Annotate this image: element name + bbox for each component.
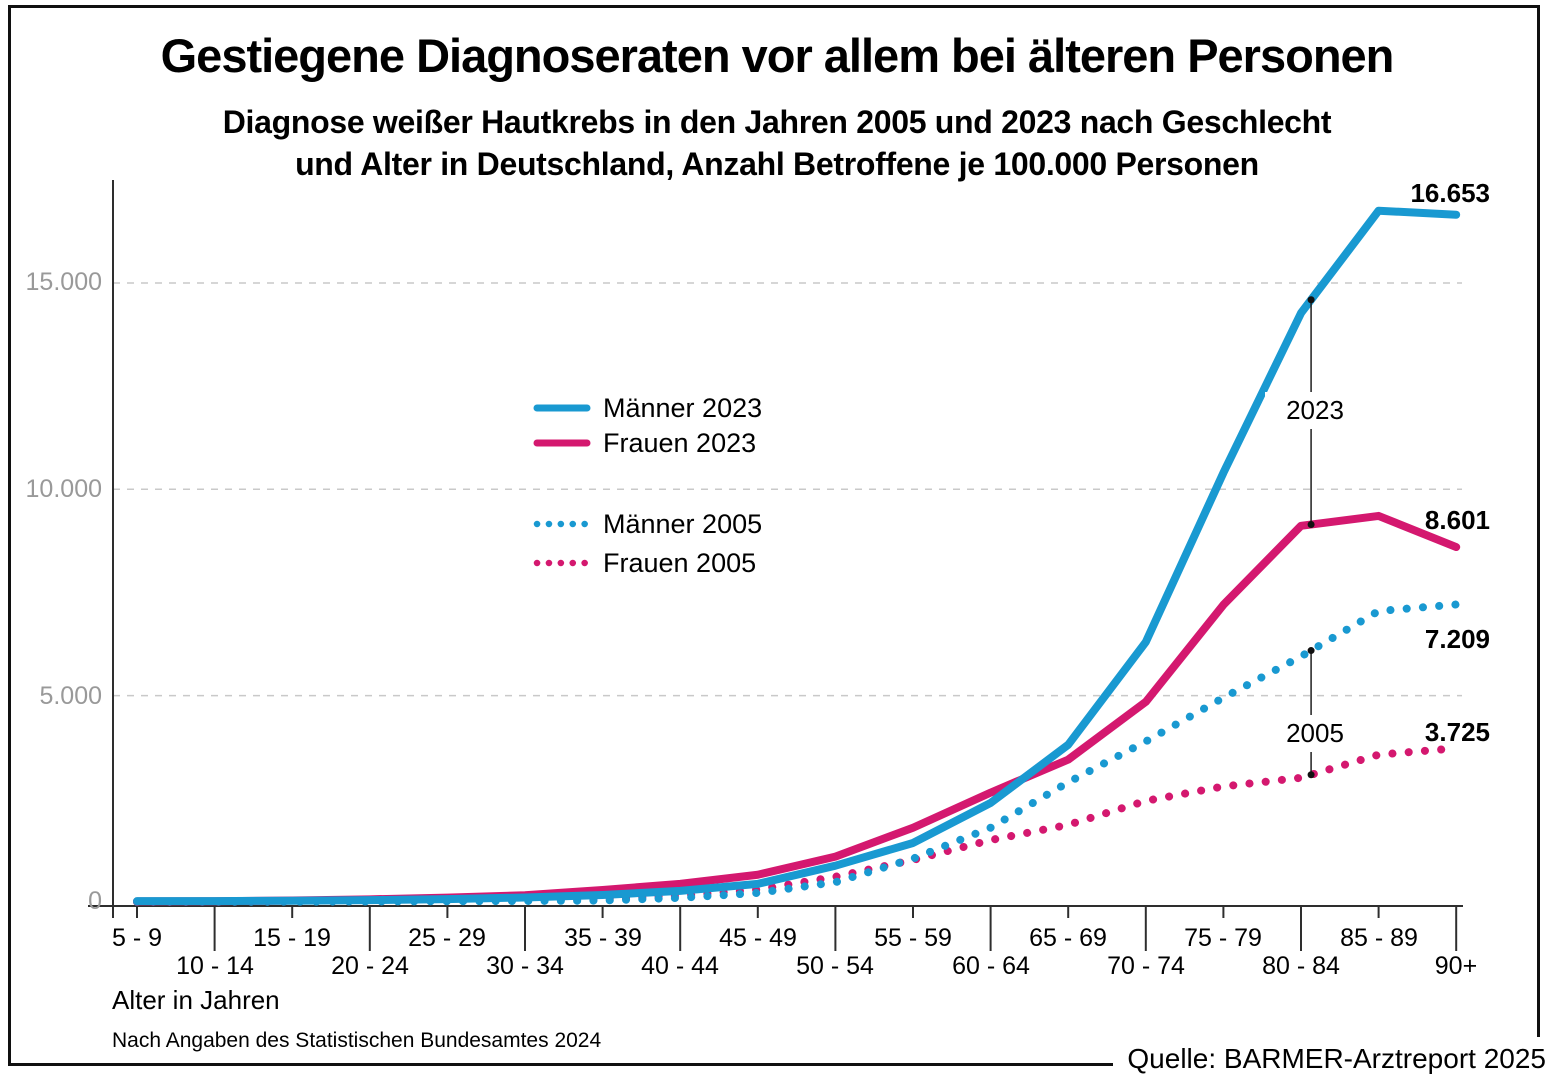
value-label-frauen-2023: 8.601 — [1424, 505, 1490, 535]
chart-subtitle-line1: Diagnose weißer Hautkrebs in den Jahren … — [222, 104, 1332, 140]
legend-item-maenner-2023: Männer 2023 — [533, 392, 763, 423]
x-axis-caption: Alter in Jahren — [112, 985, 280, 1015]
source-credit: Quelle: BARMER-Arztreport 2025 — [1113, 1037, 1548, 1079]
line-maenner-2005 — [133, 600, 1461, 906]
legend-label: Frauen 2023 — [603, 427, 757, 458]
line-maenner-2023 — [133, 206, 1461, 906]
legend-label: Männer 2005 — [603, 508, 763, 539]
legend-swatch-solid-pink-icon — [533, 439, 591, 447]
x-tick-label-5-9: 5 - 9 — [111, 924, 163, 952]
line-frauen-2005 — [133, 744, 1461, 906]
legend-label: Frauen 2005 — [603, 547, 757, 578]
legend-item-frauen-2023: Frauen 2023 — [533, 427, 757, 458]
y-tick-label-10000: 10.000 — [25, 475, 102, 503]
y-tick-label-5000: 5.000 — [39, 682, 102, 710]
x-tick-label-80-84: 80 - 84 — [1262, 952, 1340, 980]
gap-label-2023: 2023 — [1265, 392, 1365, 429]
gridlines-group — [113, 282, 1462, 697]
x-tick-label-60-64: 60 - 64 — [952, 952, 1030, 980]
x-tick-label-50-54: 50 - 54 — [796, 952, 874, 980]
x-tick-label-25-29: 25 - 29 — [408, 924, 486, 952]
page-title: Gestiegene Diagnoseraten vor allem bei ä… — [160, 29, 1395, 82]
y-tick-label-15000: 15.000 — [25, 268, 102, 296]
y-tick-label-0: 0 — [88, 887, 102, 915]
legend-swatch-dotted-blue-icon — [533, 520, 591, 528]
legend-label: Männer 2023 — [603, 392, 763, 423]
legend-swatch-dotted-pink-icon — [533, 559, 591, 567]
legend-item-maenner-2005: Männer 2005 — [533, 508, 763, 539]
axis-group — [88, 180, 1463, 951]
legend-swatch-solid-blue-icon — [533, 404, 591, 412]
x-tick-label-15-19: 15 - 19 — [253, 924, 331, 952]
x-tick-label-35-39: 35 - 39 — [564, 924, 642, 952]
gap-label-2005: 2005 — [1265, 715, 1365, 752]
value-label-maenner-2005: 7.209 — [1424, 624, 1490, 654]
x-tick-label-75-79: 75 - 79 — [1184, 924, 1262, 952]
x-tick-label-65-69: 65 - 69 — [1029, 924, 1107, 952]
x-tick-label-30-34: 30 - 34 — [486, 952, 564, 980]
x-tick-label-70-74: 70 - 74 — [1107, 952, 1185, 980]
x-tick-label-90plus: 90+ — [1434, 952, 1478, 980]
x-tick-label-55-59: 55 - 59 — [874, 924, 952, 952]
chart-subtitle-line2: und Alter in Deutschland, Anzahl Betroff… — [295, 146, 1259, 182]
x-tick-label-45-49: 45 - 49 — [719, 924, 797, 952]
value-label-maenner-2023: 16.653 — [1410, 178, 1490, 208]
x-tick-label-85-89: 85 - 89 — [1340, 924, 1418, 952]
image-border-frame — [8, 5, 1540, 1066]
line-frauen-2023 — [133, 511, 1461, 906]
legend-item-frauen-2005: Frauen 2005 — [533, 547, 757, 578]
x-tick-label-10-14: 10 - 14 — [176, 952, 254, 980]
data-source-note: Nach Angaben des Statistischen Bundesamt… — [112, 1029, 602, 1052]
x-tick-label-20-24: 20 - 24 — [331, 952, 409, 980]
gap-markers-group — [1307, 296, 1315, 779]
value-label-frauen-2005: 3.725 — [1424, 717, 1490, 747]
x-tick-label-40-44: 40 - 44 — [641, 952, 719, 980]
chart-subtitle: Diagnose weißer Hautkrebs in den Jahren … — [0, 101, 1554, 185]
